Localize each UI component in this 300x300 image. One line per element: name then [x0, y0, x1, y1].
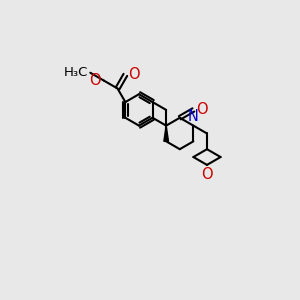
Text: O: O	[201, 167, 213, 182]
Text: N: N	[188, 110, 199, 124]
Text: O: O	[196, 102, 208, 117]
Text: H₃C: H₃C	[64, 66, 88, 79]
Text: O: O	[89, 73, 101, 88]
Text: O: O	[128, 68, 140, 82]
Polygon shape	[164, 126, 169, 141]
